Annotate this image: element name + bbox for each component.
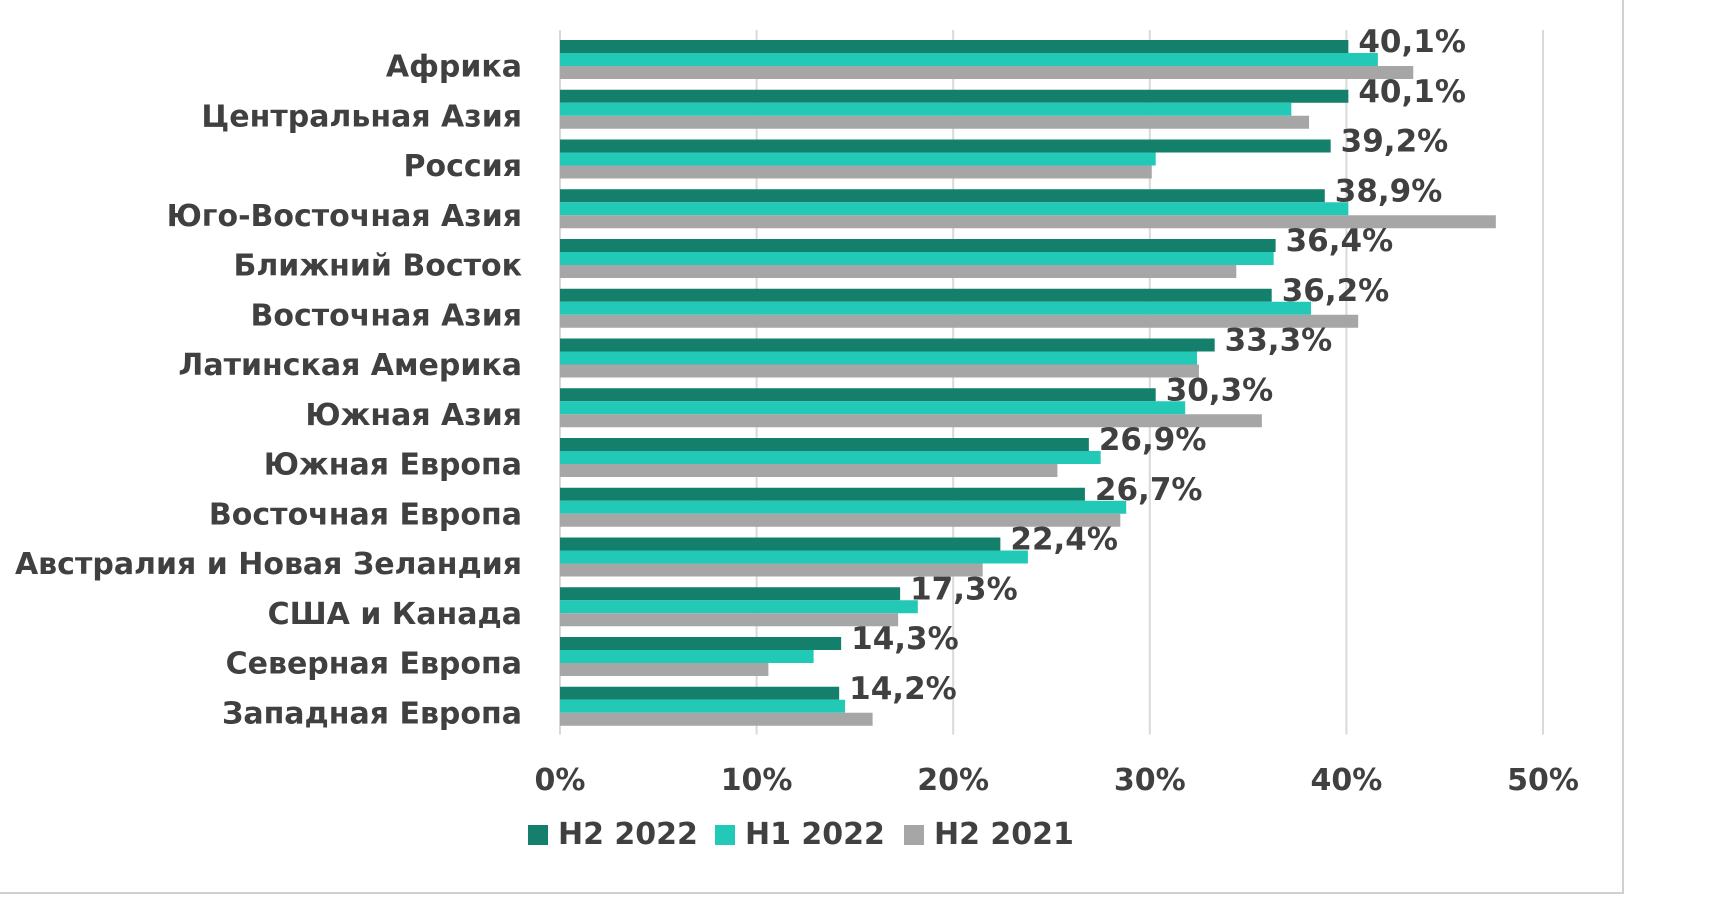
- data-label: 36,2%: [1282, 273, 1390, 309]
- bar-h2-2021: [560, 165, 1152, 179]
- bar-h2-2021: [560, 513, 1121, 527]
- data-label: 26,9%: [1099, 422, 1207, 458]
- legend: H2 2022 H1 2022 H2 2021: [528, 817, 1074, 852]
- bar-h2-2022: [560, 288, 1272, 302]
- bar-h1-2022: [560, 650, 814, 663]
- bar-h1-2022: [560, 53, 1378, 66]
- data-label: 14,3%: [851, 621, 959, 657]
- legend-swatch: [904, 825, 924, 845]
- data-label: 36,4%: [1286, 223, 1394, 259]
- bar-h2-2021: [560, 66, 1414, 79]
- bar-h2-2021: [560, 464, 1058, 477]
- x-tick-label: 30%: [1114, 763, 1186, 798]
- bar-h1-2022: [560, 500, 1127, 514]
- bar-h2-2022: [560, 139, 1331, 153]
- category-label: Центральная Азия: [201, 99, 522, 134]
- bar-h2-2021: [560, 215, 1496, 229]
- x-tick-label: 10%: [721, 763, 793, 798]
- category-label: Африка: [386, 50, 522, 85]
- bar-h1-2022: [560, 401, 1186, 415]
- bar-h2-2022: [560, 438, 1089, 451]
- category-label: Ближний Восток: [233, 249, 522, 284]
- bar-h1-2022: [560, 351, 1197, 365]
- bar-h2-2021: [560, 314, 1359, 328]
- data-label: 33,3%: [1225, 323, 1333, 359]
- bar-h2-2022: [560, 487, 1085, 501]
- bar-h1-2022: [560, 202, 1349, 216]
- bar-h2-2021: [560, 613, 899, 627]
- bar-h2-2022: [560, 89, 1349, 103]
- category-label: Северная Европа: [226, 647, 522, 682]
- bar-h1-2022: [560, 152, 1156, 166]
- category-label: Восточная Европа: [209, 497, 522, 532]
- bar-h1-2022: [560, 550, 1028, 564]
- x-tick-label: 0%: [535, 763, 586, 798]
- data-label: 40,1%: [1358, 74, 1466, 110]
- bar-h2-2022: [560, 587, 901, 601]
- bar-h2-2021: [560, 563, 983, 577]
- data-label: 40,1%: [1358, 24, 1466, 60]
- bar-h2-2022: [560, 40, 1349, 53]
- bar-h2-2021: [560, 115, 1310, 129]
- bar-h2-2021: [560, 364, 1199, 378]
- category-label: Латинская Америка: [178, 348, 522, 383]
- bar-h1-2022: [560, 301, 1312, 315]
- bar-h2-2021: [560, 712, 873, 726]
- category-label: Австралия и Новая Зеландия: [15, 547, 522, 582]
- data-label: 14,2%: [849, 671, 957, 707]
- data-label: 38,9%: [1335, 173, 1443, 209]
- bar-h1-2022: [560, 252, 1274, 265]
- bar-h2-2021: [560, 414, 1262, 428]
- bar-h2-2022: [560, 338, 1215, 352]
- legend-label: H1 2022: [745, 817, 885, 852]
- bar-h1-2022: [560, 600, 918, 614]
- bar-h2-2021: [560, 265, 1237, 278]
- data-label: 22,4%: [1010, 522, 1118, 558]
- bars: [560, 40, 1496, 726]
- legend-swatch: [528, 825, 548, 845]
- category-label: США и Канада: [268, 597, 522, 632]
- category-label: Юго-Восточная Азия: [167, 199, 522, 234]
- category-labels: Африка Центральная Азия Россия Юго-Восточна…: [15, 50, 522, 732]
- bar-h1-2022: [560, 451, 1101, 464]
- data-label: 17,3%: [910, 571, 1018, 607]
- bar-h2-2022: [560, 189, 1325, 203]
- category-label: Восточная Азия: [251, 298, 522, 333]
- category-label: Южная Азия: [305, 398, 522, 433]
- category-label: Южная Европа: [264, 448, 522, 483]
- legend-label: H2 2021: [934, 817, 1074, 852]
- bar-h2-2022: [560, 537, 1001, 551]
- bar-h2-2022: [560, 388, 1156, 402]
- bar-h2-2022: [560, 239, 1276, 252]
- bar-h2-2022: [560, 637, 842, 650]
- data-label: 30,3%: [1166, 372, 1274, 408]
- legend-swatch: [715, 825, 735, 845]
- category-label: Россия: [404, 149, 522, 184]
- data-labels: 40,1% 40,1% 39,2% 38,9% 36,4% 36,2% 33,3% 30,3%…: [849, 24, 1466, 707]
- x-tick-label: 50%: [1507, 763, 1579, 798]
- bar-h1-2022: [560, 699, 846, 713]
- x-axis-ticks: 0% 10% 20% 30% 40% 50%: [535, 763, 1579, 798]
- data-label: 39,2%: [1341, 124, 1449, 160]
- category-label: Западная Европа: [222, 696, 522, 731]
- bar-h1-2022: [560, 102, 1292, 116]
- legend-label: H2 2022: [558, 817, 698, 852]
- x-tick-label: 40%: [1310, 763, 1382, 798]
- bar-h2-2021: [560, 663, 769, 676]
- data-label: 26,7%: [1095, 472, 1203, 508]
- bar-h2-2022: [560, 686, 840, 700]
- x-tick-label: 20%: [917, 763, 989, 798]
